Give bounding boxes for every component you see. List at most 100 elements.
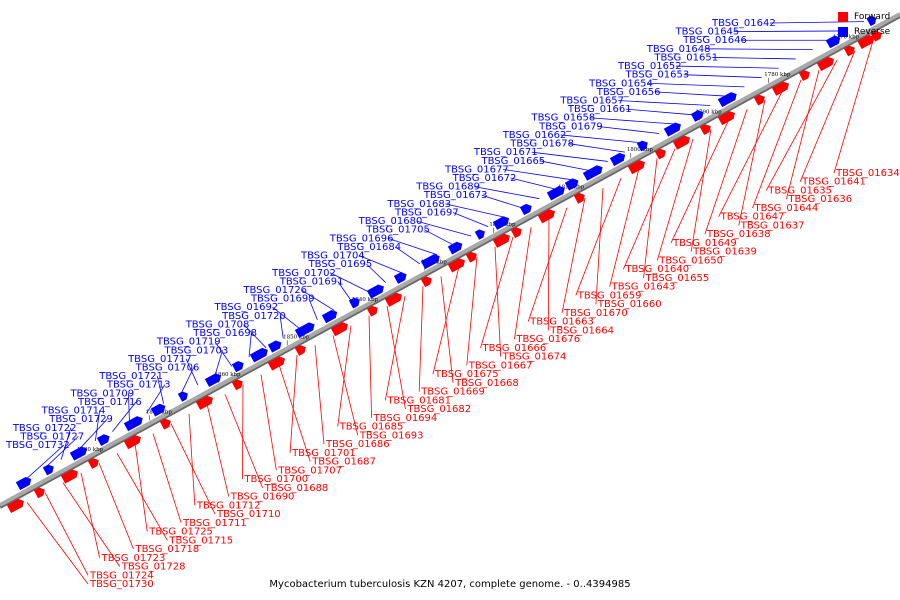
forward-gene (231, 379, 243, 391)
forward-gene-body (384, 292, 402, 307)
forward-leader-line (188, 413, 196, 506)
reverse-gene (636, 140, 648, 152)
reverse-leader-line (308, 298, 318, 320)
forward-leader-line (242, 384, 244, 480)
reverse-gene-label: TBSG_01702 (271, 268, 336, 279)
forward-gene-body (843, 45, 855, 57)
reverse-gene (420, 254, 440, 270)
reverse-gene-label: TBSG_01657 (559, 96, 624, 107)
forward-leader-line (799, 50, 856, 182)
reverse-gene-label: TBSG_01706 (135, 362, 200, 373)
reverse-gene-label: TBSG_01651 (653, 52, 718, 63)
reverse-gene (123, 416, 143, 432)
reverse-gene-body (492, 216, 510, 230)
reverse-gene (546, 185, 565, 201)
reverse-gene-body (69, 446, 87, 461)
forward-gene-label: TBSG_01676 (515, 334, 580, 345)
tick-label: 1850 kbp (283, 334, 310, 340)
reverse-gene (42, 464, 54, 476)
forward-leader-line (152, 433, 182, 523)
forward-gene-label: TBSG_01725 (148, 527, 213, 538)
forward-gene-body (60, 469, 78, 484)
forward-leader-line (527, 207, 568, 322)
reverse-gene-label: TBSG_01703 (163, 345, 228, 356)
forward-leader-line (466, 256, 478, 366)
reverse-gene-body (42, 464, 54, 476)
forward-gene (294, 345, 306, 356)
forward-gene (195, 395, 213, 410)
forward-gene-body (231, 379, 243, 391)
forward-gene-label: TBSG_01668 (454, 378, 519, 389)
forward-gene-body (294, 345, 306, 356)
forward-gene (627, 160, 645, 175)
forward-gene-body (123, 435, 141, 450)
forward-leader-line (260, 374, 277, 471)
forward-leader-line (386, 305, 406, 410)
forward-gene (654, 148, 666, 160)
forward-leader-line (785, 70, 820, 200)
forward-leader-line (547, 217, 550, 331)
reverse-leader-line (654, 91, 728, 97)
reverse-gene (267, 340, 282, 353)
reverse-gene (204, 373, 222, 388)
forward-gene-label: TBSG_01650 (658, 255, 723, 266)
forward-gene-label: TBSG_01694 (373, 413, 438, 424)
reverse-gene-label: TBSG_01678 (509, 139, 574, 150)
reverse-gene-label: TBSG_01699 (250, 294, 315, 305)
backbone-line (0, 12, 900, 507)
reverse-gene-label: TBSG_01646 (682, 35, 747, 46)
reverse-gene-label: TBSG_01695 (308, 259, 373, 270)
reverse-gene (609, 152, 626, 167)
reverse-gene-body (267, 340, 282, 353)
tick-label: 1880 kbp (77, 447, 104, 453)
forward-gene-label: TBSG_01659 (577, 290, 642, 301)
forward-gene-body (330, 322, 348, 337)
reverse-leader-line (452, 212, 489, 228)
forward-gene-label: TBSG_01715 (168, 535, 233, 546)
reverse-leader-line (445, 203, 506, 218)
forward-gene-body (510, 227, 522, 239)
forward-gene-body (465, 251, 477, 263)
reverse-gene-body (636, 140, 648, 152)
forward-gene (384, 292, 402, 307)
forward-gene-label: TBSG_01664 (549, 325, 614, 336)
forward-leader-line (561, 197, 586, 313)
reverse-leader-line (424, 229, 455, 246)
forward-gene (699, 124, 711, 135)
reverse-leader-line (597, 125, 660, 134)
reverse-leader-line (474, 186, 540, 200)
reverse-gene-body (420, 254, 440, 270)
reverse-gene (492, 216, 510, 230)
reverse-leader-line (214, 350, 223, 376)
reverse-leader-line (272, 306, 301, 330)
forward-gene-label: TBSG_01660 (597, 299, 662, 310)
reverse-gene-label: TBSG_01722 (12, 423, 77, 434)
reverse-leader-line (128, 393, 130, 423)
tick-label: 1780 kbp (764, 72, 791, 78)
reverse-gene-label: TBSG_01683 (386, 199, 451, 210)
strand-legend: Forward Reverse (838, 9, 900, 39)
legend-label-reverse: Reverse (854, 26, 891, 37)
forward-gene-label: TBSG_01649 (672, 238, 737, 249)
legend-item-forward: Forward (838, 9, 900, 24)
forward-gene-label: TBSG_01639 (692, 247, 757, 258)
reverse-leader-line (647, 82, 745, 88)
reverse-gene-body (321, 310, 338, 324)
reverse-gene (15, 476, 32, 491)
forward-leader-line (278, 364, 311, 462)
forward-leader-line (384, 295, 406, 401)
forward-gene (366, 305, 378, 317)
forward-gene-label: TBSG_01701 (291, 448, 356, 459)
forward-gene-label: TBSG_01667 (468, 360, 533, 371)
forward-gene-body (870, 30, 882, 42)
forward-gene-body (537, 209, 555, 224)
forward-leader-line (289, 354, 298, 453)
forward-gene (771, 81, 789, 96)
reverse-gene-label: TBSG_01684 (336, 242, 401, 253)
forward-gene (330, 322, 348, 337)
forward-gene-label: TBSG_01674 (502, 352, 567, 363)
forward-leader-line (314, 345, 325, 445)
forward-leader-line (418, 286, 424, 392)
reverse-gene-label: TBSG_01729 (48, 414, 113, 425)
